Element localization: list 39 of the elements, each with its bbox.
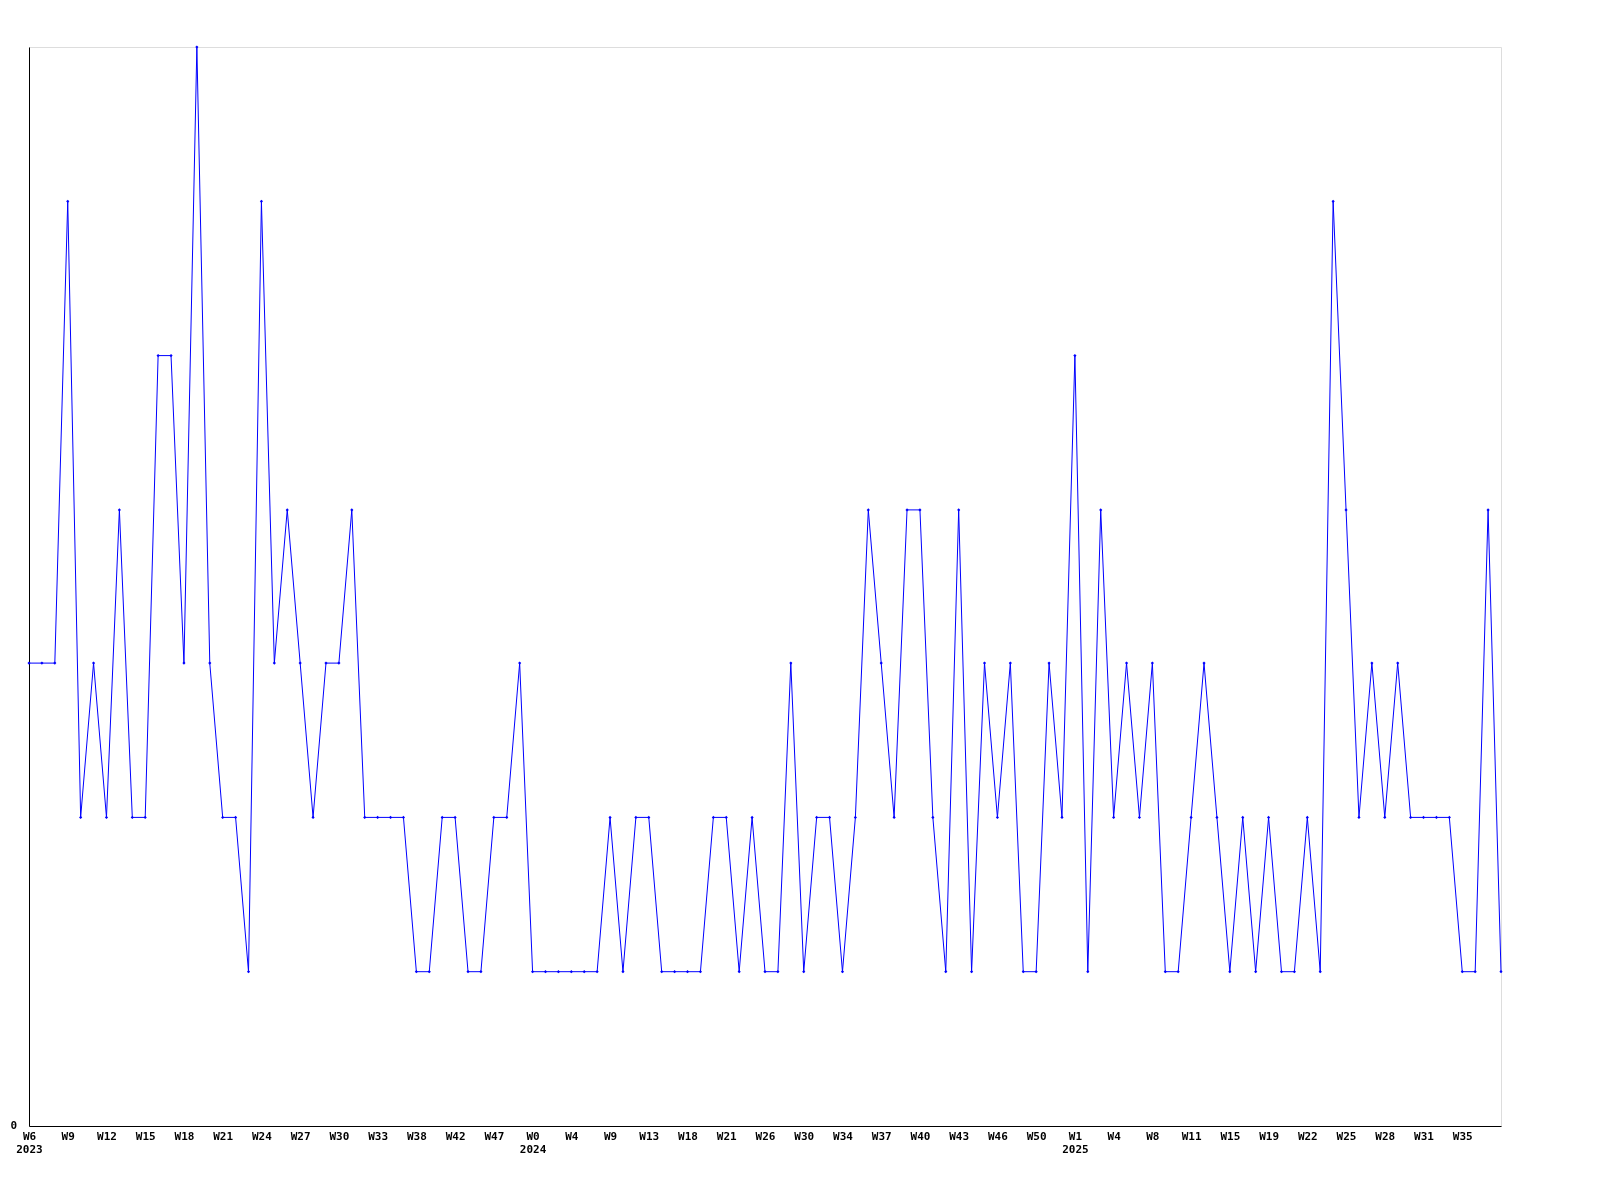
x-tick-label: W42 (445, 1129, 466, 1143)
x-tick-label: W18 (174, 1129, 195, 1143)
x-tick-label: W15 (1220, 1129, 1241, 1143)
x-tick-label: W1 2025 (1062, 1129, 1089, 1156)
x-tick-label: W6 2023 (16, 1129, 43, 1156)
x-tick-label: W12 (97, 1129, 117, 1143)
x-tick-label: W9 (61, 1129, 75, 1143)
x-tick-label: W22 (1297, 1129, 1318, 1143)
x-tick-label: W19 (1259, 1129, 1280, 1143)
x-tick-label: W8 (1146, 1129, 1160, 1143)
x-tick-label: W43 (949, 1129, 970, 1143)
x-tick-label: W30 (329, 1129, 350, 1143)
x-tick-label: W21 (716, 1129, 738, 1143)
x-tick-label: W11 (1181, 1129, 1202, 1143)
x-tick-label: W27 (290, 1129, 311, 1143)
x-tick-label: W4 (565, 1129, 579, 1143)
x-tick-label: W9 (603, 1129, 618, 1143)
x-tick-label: W13 (639, 1129, 660, 1143)
x-tick-label: W47 (484, 1129, 505, 1143)
x-tick-label: W30 (794, 1129, 815, 1143)
x-tick-label: W4 (1107, 1129, 1122, 1143)
x-tick-label: W18 (678, 1129, 698, 1143)
x-tick-label: W35 (1452, 1129, 1473, 1143)
x-tick-label: W26 (755, 1129, 776, 1143)
x-tick-label: W46 (987, 1129, 1009, 1143)
x-tick-label: W0 2024 (519, 1129, 547, 1156)
x-tick-label: W21 (213, 1129, 234, 1143)
x-tick-label: W31 (1414, 1129, 1435, 1143)
x-tick-label: W50 (1026, 1129, 1047, 1143)
x-tick-label: W34 (833, 1129, 854, 1143)
x-tick-label: W25 (1336, 1129, 1357, 1143)
x-tick-label: W15 (135, 1129, 156, 1143)
x-tick-label: W37 (871, 1129, 892, 1143)
x-tick-label: W28 (1375, 1129, 1396, 1143)
x-tick-label: W40 (910, 1129, 931, 1143)
x-tick-label: W33 (368, 1129, 389, 1143)
text: 0 (10, 1119, 17, 1132)
x-tick-label: W38 (406, 1129, 427, 1143)
x-tick-label: W24 (251, 1129, 273, 1143)
